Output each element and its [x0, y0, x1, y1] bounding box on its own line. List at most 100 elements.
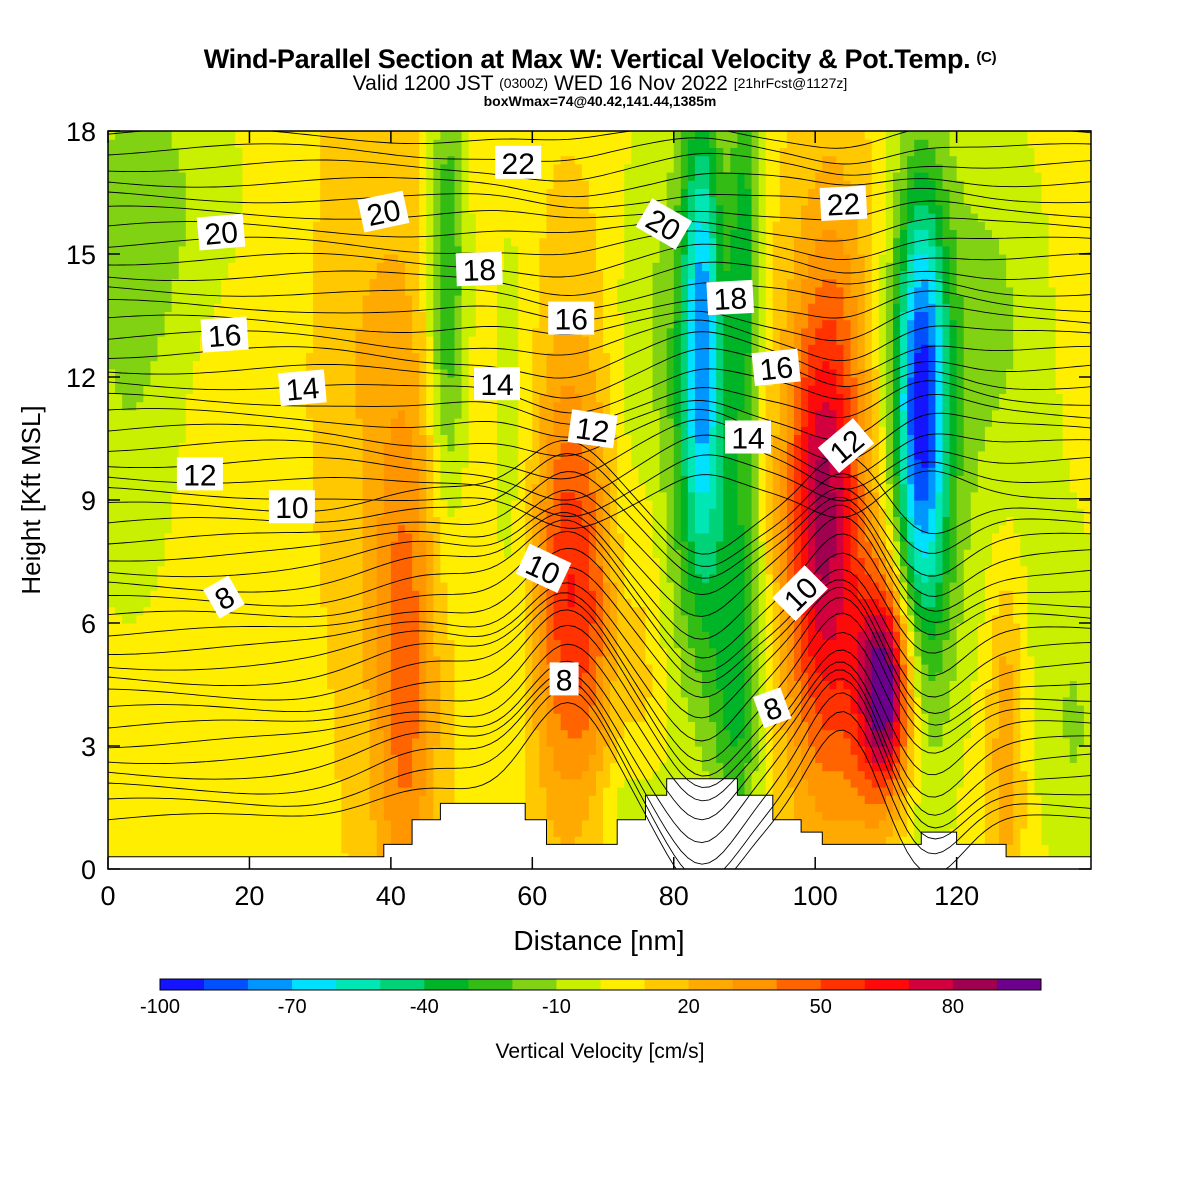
velocity-cell: [327, 508, 335, 517]
velocity-cell: [249, 418, 258, 427]
velocity-cell: [214, 836, 222, 845]
velocity-cell: [397, 131, 406, 140]
velocity-cell: [362, 565, 371, 575]
velocity-cell: [454, 311, 463, 321]
velocity-cell: [468, 204, 477, 214]
velocity-cell: [390, 483, 399, 493]
velocity-cell: [108, 508, 116, 517]
velocity-cell: [355, 565, 364, 575]
velocity-cell: [157, 270, 166, 280]
velocity-cell: [164, 713, 173, 722]
velocity-cell: [185, 360, 194, 370]
velocity-cell: [164, 836, 173, 845]
velocity-cell: [242, 483, 251, 493]
velocity-cell: [178, 614, 187, 624]
velocity-cell: [256, 811, 265, 821]
velocity-cell: [263, 442, 272, 452]
velocity-cell: [355, 467, 364, 476]
velocity-cell: [108, 245, 116, 255]
velocity-cell: [327, 377, 335, 386]
velocity-cell: [461, 549, 470, 558]
velocity-cell: [306, 705, 314, 714]
velocity-cell: [298, 713, 307, 722]
velocity-cell: [341, 688, 350, 698]
velocity-cell: [419, 770, 427, 780]
velocity-cell: [256, 705, 265, 714]
velocity-cell: [235, 729, 243, 739]
velocity-cell: [440, 737, 449, 747]
velocity-cell: [291, 524, 300, 534]
velocity-cell: [228, 196, 236, 206]
velocity-cell: [122, 491, 130, 501]
velocity-cell: [171, 598, 180, 608]
velocity-cell: [270, 426, 279, 435]
velocity-cell: [199, 803, 208, 813]
velocity-cell: [341, 426, 350, 435]
velocity-cell: [122, 631, 130, 640]
velocity-cell: [214, 549, 222, 558]
velocity-cell: [192, 532, 201, 542]
velocity-cell: [376, 237, 385, 247]
velocity-cell: [298, 418, 307, 427]
velocity-cell: [362, 582, 371, 591]
velocity-cell: [178, 787, 187, 796]
velocity-cell: [298, 286, 307, 296]
velocity-cell: [433, 803, 441, 813]
velocity-cell: [334, 778, 342, 788]
velocity-cell: [171, 327, 180, 337]
velocity-cell: [376, 844, 385, 854]
velocity-cell: [207, 286, 215, 296]
velocity-cell: [426, 532, 434, 542]
velocity-cell: [405, 680, 413, 690]
velocity-cell: [412, 721, 420, 731]
velocity-cell: [362, 172, 371, 181]
velocity-cell: [369, 352, 378, 362]
velocity-cell: [228, 295, 236, 304]
velocity-cell: [341, 204, 350, 214]
velocity-cell: [348, 278, 357, 288]
velocity-cell: [242, 270, 251, 280]
velocity-cell: [129, 401, 137, 411]
velocity-cell: [468, 672, 477, 681]
velocity-cell: [313, 623, 321, 632]
velocity-cell: [489, 746, 498, 755]
velocity-cell: [242, 426, 251, 435]
velocity-cell: [313, 147, 321, 157]
velocity-cell: [228, 131, 236, 140]
velocity-cell: [355, 787, 364, 796]
velocity-cell: [482, 131, 491, 140]
velocity-cell: [362, 623, 371, 632]
velocity-cell: [397, 352, 406, 362]
velocity-cell: [397, 360, 406, 370]
velocity-cell: [214, 262, 222, 271]
velocity-cell: [207, 418, 215, 427]
velocity-cell: [122, 770, 130, 780]
velocity-cell: [306, 483, 314, 493]
velocity-cell: [291, 270, 300, 280]
velocity-cell: [426, 606, 434, 616]
velocity-cell: [284, 483, 293, 493]
velocity-cell: [341, 549, 350, 558]
velocity-cell: [242, 163, 251, 173]
velocity-cell: [143, 278, 152, 288]
velocity-cell: [383, 163, 392, 173]
velocity-cell: [461, 500, 470, 509]
velocity-cell: [306, 647, 314, 657]
velocity-cell: [313, 459, 321, 468]
velocity-cell: [207, 836, 215, 845]
velocity-cell: [291, 467, 300, 476]
velocity-cell: [122, 696, 130, 706]
velocity-cell: [397, 311, 406, 321]
velocity-cell: [433, 311, 441, 321]
velocity-cell: [313, 434, 321, 444]
velocity-cell: [426, 254, 434, 263]
velocity-cell: [341, 295, 350, 304]
velocity-cell: [164, 434, 173, 444]
velocity-cell: [108, 524, 116, 534]
velocity-cell: [298, 680, 307, 690]
velocity-cell: [433, 549, 441, 558]
velocity-cell: [468, 729, 477, 739]
velocity-cell: [157, 836, 166, 845]
velocity-cell: [284, 664, 293, 673]
velocity-cell: [291, 131, 300, 140]
